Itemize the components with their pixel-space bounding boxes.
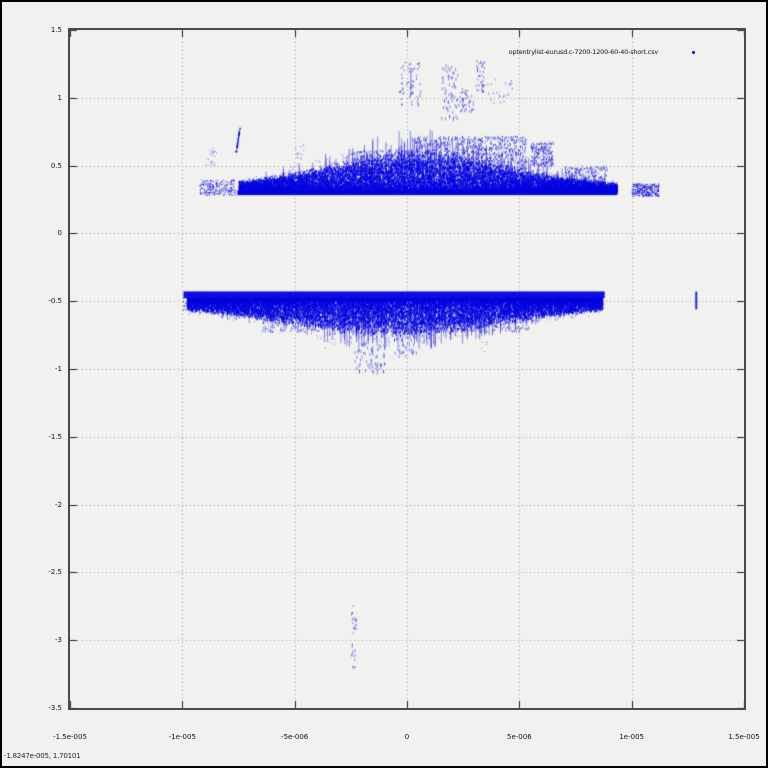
x-tick-label: 5e-006 [507, 733, 532, 741]
x-tick-label: -5e-006 [281, 733, 309, 741]
y-tick-label: 1 [57, 93, 62, 102]
x-tick-label: 1.5e-005 [728, 733, 760, 741]
y-tick-label: -2.5 [48, 568, 62, 577]
x-tick-label: 1e-005 [619, 733, 644, 741]
legend-point-marker [692, 51, 695, 54]
y-tick-label: -1 [55, 365, 62, 373]
x-tick-label: -1e-005 [168, 733, 196, 741]
y-tick-label: -3.5 [48, 704, 62, 712]
legend-label: optentrylist-eurusd.c-7200-1200-60-40-sh… [508, 48, 659, 56]
y-tick-label: -3 [55, 636, 62, 645]
x-tick-label: 0 [404, 733, 410, 741]
y-tick-label: -0.5 [48, 297, 62, 306]
x-tick-label: -1.5e-005 [53, 733, 87, 741]
y-tick-label: 1.5 [50, 26, 62, 34]
y-tick-label: 0 [57, 229, 62, 238]
y-tick-label: -1.5 [48, 432, 62, 441]
y-tick-label: -2 [55, 500, 62, 509]
mouse-coordinate-readout: -1.8247e-005, 1.70101 [4, 752, 81, 760]
y-tick-label: 0.5 [50, 161, 62, 170]
